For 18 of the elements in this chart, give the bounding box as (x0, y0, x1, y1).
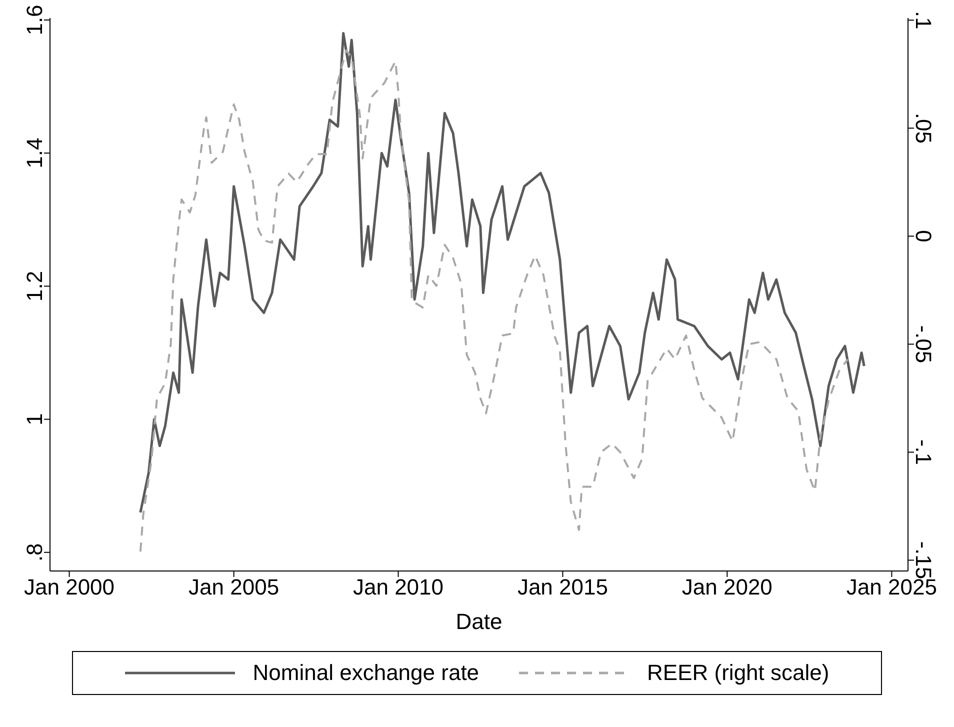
y2-tick-label: .05 (911, 112, 936, 144)
y-tick-label: 1 (22, 413, 47, 426)
x-axis-title: Date (456, 609, 502, 634)
y2-tick-label: .1 (911, 10, 936, 30)
x-tick-label: Jan 2000 (24, 574, 115, 600)
y-tick-label: 1.2 (22, 270, 47, 302)
y-tick-label: 1.4 (22, 138, 47, 168)
y2-tick-label: -.1 (911, 439, 936, 466)
x-tick-label: Jan 2015 (517, 574, 608, 600)
y-tick-label: .8 (22, 543, 47, 562)
y2-tick-label: 0 (911, 230, 936, 242)
x-tick-label: Jan 2020 (682, 574, 772, 600)
legend-label: REER (right scale) (647, 660, 830, 686)
legend-label: Nominal exchange rate (252, 660, 480, 686)
x-tick-label: Jan 2005 (188, 574, 280, 600)
y-tick-label: 1.6 (22, 4, 47, 36)
y2-tick-label: -.05 (911, 325, 936, 364)
x-tick-label: Jan 2010 (352, 574, 444, 600)
